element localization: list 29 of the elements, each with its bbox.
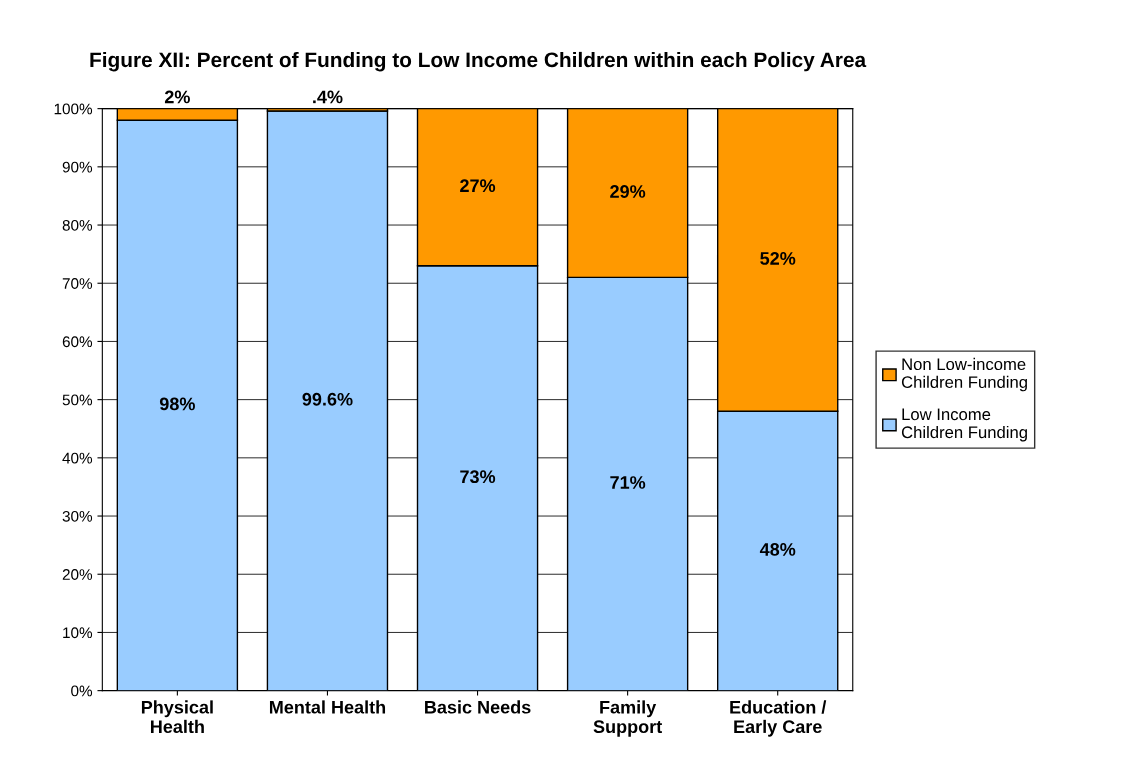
y-tick-label: 20% [62,569,93,580]
data-label: 2% [164,90,190,104]
data-label: 52% [760,252,796,265]
legend-label: Low Income Children Funding [901,408,1027,442]
y-tick-label: 80% [62,219,93,231]
data-label: 29% [610,185,646,198]
y-tick-label: 40% [62,452,93,464]
y-tick-label: 10% [63,627,93,639]
y-tick-label: 90% [62,161,93,173]
data-label: 71% [610,476,646,489]
data-label: 99.6% [302,392,353,406]
x-tick-label: Physical Health [141,700,213,734]
chart-title: Figure XII: Percent of Funding to Low Income Children within each Policy Area [90,51,867,72]
data-label: 98% [159,397,195,411]
data-label: .4% [313,90,343,104]
x-tick-label: Education / Early Care [730,700,827,737]
y-tick-label: 60% [62,336,93,348]
y-tick-label: 70% [62,278,93,289]
legend-label: Non Low-income Children Funding [901,357,1027,392]
x-tick-label: Family Support [593,700,662,737]
data-label: 73% [460,470,496,484]
y-tick-label: 0% [71,685,93,697]
x-tick-label: Basic Needs [425,700,531,714]
y-tick-label: 50% [62,394,93,406]
data-label: 48% [759,543,796,556]
x-tick-label: Mental Health [269,700,386,714]
y-tick-label: 100% [54,103,93,115]
y-tick-label: 30% [62,510,93,522]
data-label: 27% [460,179,496,193]
